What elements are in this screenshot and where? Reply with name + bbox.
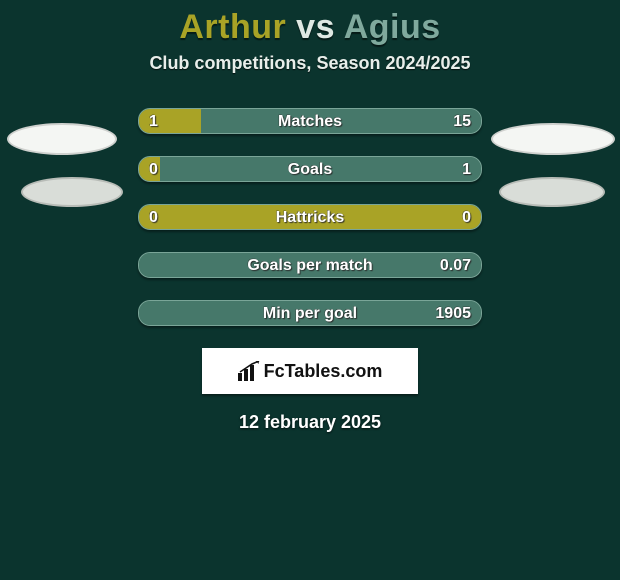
stat-row: Min per goal1905 [138, 300, 482, 326]
comparison-title: Arthur vs Agius [0, 0, 620, 47]
date-text: 12 february 2025 [0, 412, 620, 433]
stat-right-value: 0.07 [440, 253, 471, 277]
fctables-logo-text: FcTables.com [264, 361, 383, 382]
stat-row: 0Hattricks0 [138, 204, 482, 230]
decorative-ellipse-left-top [7, 123, 117, 155]
player1-name: Arthur [179, 8, 286, 46]
decorative-ellipse-right-top [491, 123, 615, 155]
subtitle: Club competitions, Season 2024/2025 [0, 53, 620, 74]
stat-row: 1Matches15 [138, 108, 482, 134]
stat-right-value: 0 [462, 205, 471, 229]
vs-separator: vs [286, 8, 343, 46]
stat-label: Goals [139, 157, 481, 181]
stat-right-value: 1 [462, 157, 471, 181]
fctables-logo: FcTables.com [202, 348, 418, 394]
subtitle-text: Club competitions, Season 2024/2025 [149, 53, 470, 73]
stat-label: Goals per match [139, 253, 481, 277]
stat-label: Hattricks [139, 205, 481, 229]
stat-label: Min per goal [139, 301, 481, 325]
stat-row: 0Goals1 [138, 156, 482, 182]
stats-container: 1Matches150Goals10Hattricks0Goals per ma… [138, 108, 482, 326]
player2-name: Agius [344, 8, 441, 46]
fctables-logo-content: FcTables.com [238, 361, 383, 382]
date-value: 12 february 2025 [239, 412, 381, 432]
stat-label: Matches [139, 109, 481, 133]
stat-row: Goals per match0.07 [138, 252, 482, 278]
bar-chart-icon [238, 361, 260, 381]
decorative-ellipse-right-bot [499, 177, 605, 207]
stat-right-value: 15 [453, 109, 471, 133]
stat-right-value: 1905 [435, 301, 471, 325]
decorative-ellipse-left-bot [21, 177, 123, 207]
